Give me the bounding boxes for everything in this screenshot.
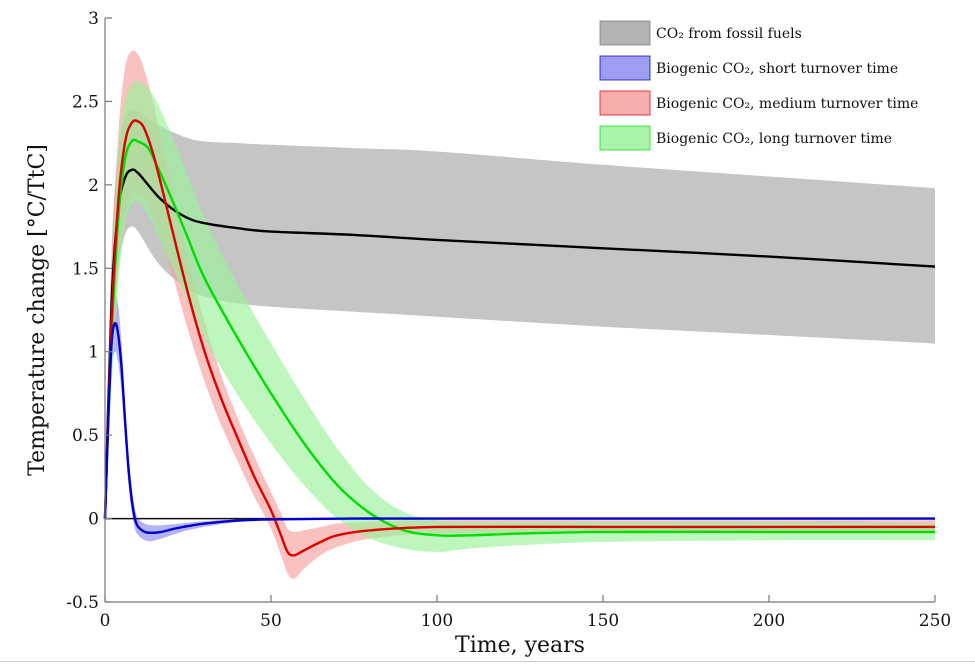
legend-label: CO₂ from fossil fuels (656, 26, 802, 42)
y-tick-label: 0 (88, 510, 99, 530)
axes (104, 18, 935, 603)
x-tick-label: 250 (919, 611, 951, 631)
y-tick-label: 3 (88, 9, 99, 29)
legend-item-biogenic-co2-short-turnover-time: Biogenic CO₂, short turnover time (599, 55, 898, 81)
y-tick-label: 0.5 (72, 426, 99, 446)
legend-label: Biogenic CO₂, short turnover time (656, 61, 898, 77)
legend-swatch (599, 55, 651, 81)
y-tick-label: 1 (88, 343, 99, 363)
x-tick-label: 100 (421, 611, 453, 631)
y-tick-label: 1.5 (72, 259, 99, 279)
legend-item-co2-from-fossil-fuels: CO₂ from fossil fuels (599, 20, 802, 46)
y-tick-label: 2 (88, 176, 99, 196)
legend-label: Biogenic CO₂, long turnover time (656, 131, 892, 147)
line-biogenic-co2-long-turnover-time (103, 138, 935, 537)
line-biogenic-co2-short-turnover-time (103, 321, 935, 535)
y-tick-label: 2.5 (72, 92, 99, 112)
band-biogenic-co2-long-turnover-time (105, 81, 935, 552)
x-axis-label: Time, years (455, 633, 585, 658)
legend-item-biogenic-co2-long-turnover-time: Biogenic CO₂, long turnover time (599, 125, 892, 151)
legend-swatch (599, 125, 651, 151)
x-tick-label: 50 (260, 611, 282, 631)
bottom-divider (0, 661, 975, 662)
legend-swatch (599, 20, 651, 46)
legend-item-biogenic-co2-medium-turnover-time: Biogenic CO₂, medium turnover time (599, 90, 918, 116)
uncertainty-bands (105, 50, 935, 579)
y-tick-label: -0.5 (66, 593, 99, 613)
legend-swatch (599, 90, 651, 116)
legend: CO₂ from fossil fuels Biogenic CO₂, short… (599, 20, 918, 151)
x-tick-label: 150 (587, 611, 619, 631)
y-axis-label: Temperature change [°C/TtC] (25, 144, 50, 476)
line-biogenic-co2-medium-turnover-time (103, 119, 935, 557)
series-lines (103, 119, 936, 557)
band-co2-from-fossil-fuels (105, 109, 935, 519)
x-axis-ticks: 0 50 100 150 200 250 (100, 595, 951, 631)
y-axis-ticks: -0.5 0 0.5 1 1.5 2 2.5 3 (66, 9, 112, 613)
x-tick-label: 0 (100, 611, 111, 631)
x-tick-label: 200 (753, 611, 785, 631)
legend-label: Biogenic CO₂, medium turnover time (656, 96, 918, 112)
